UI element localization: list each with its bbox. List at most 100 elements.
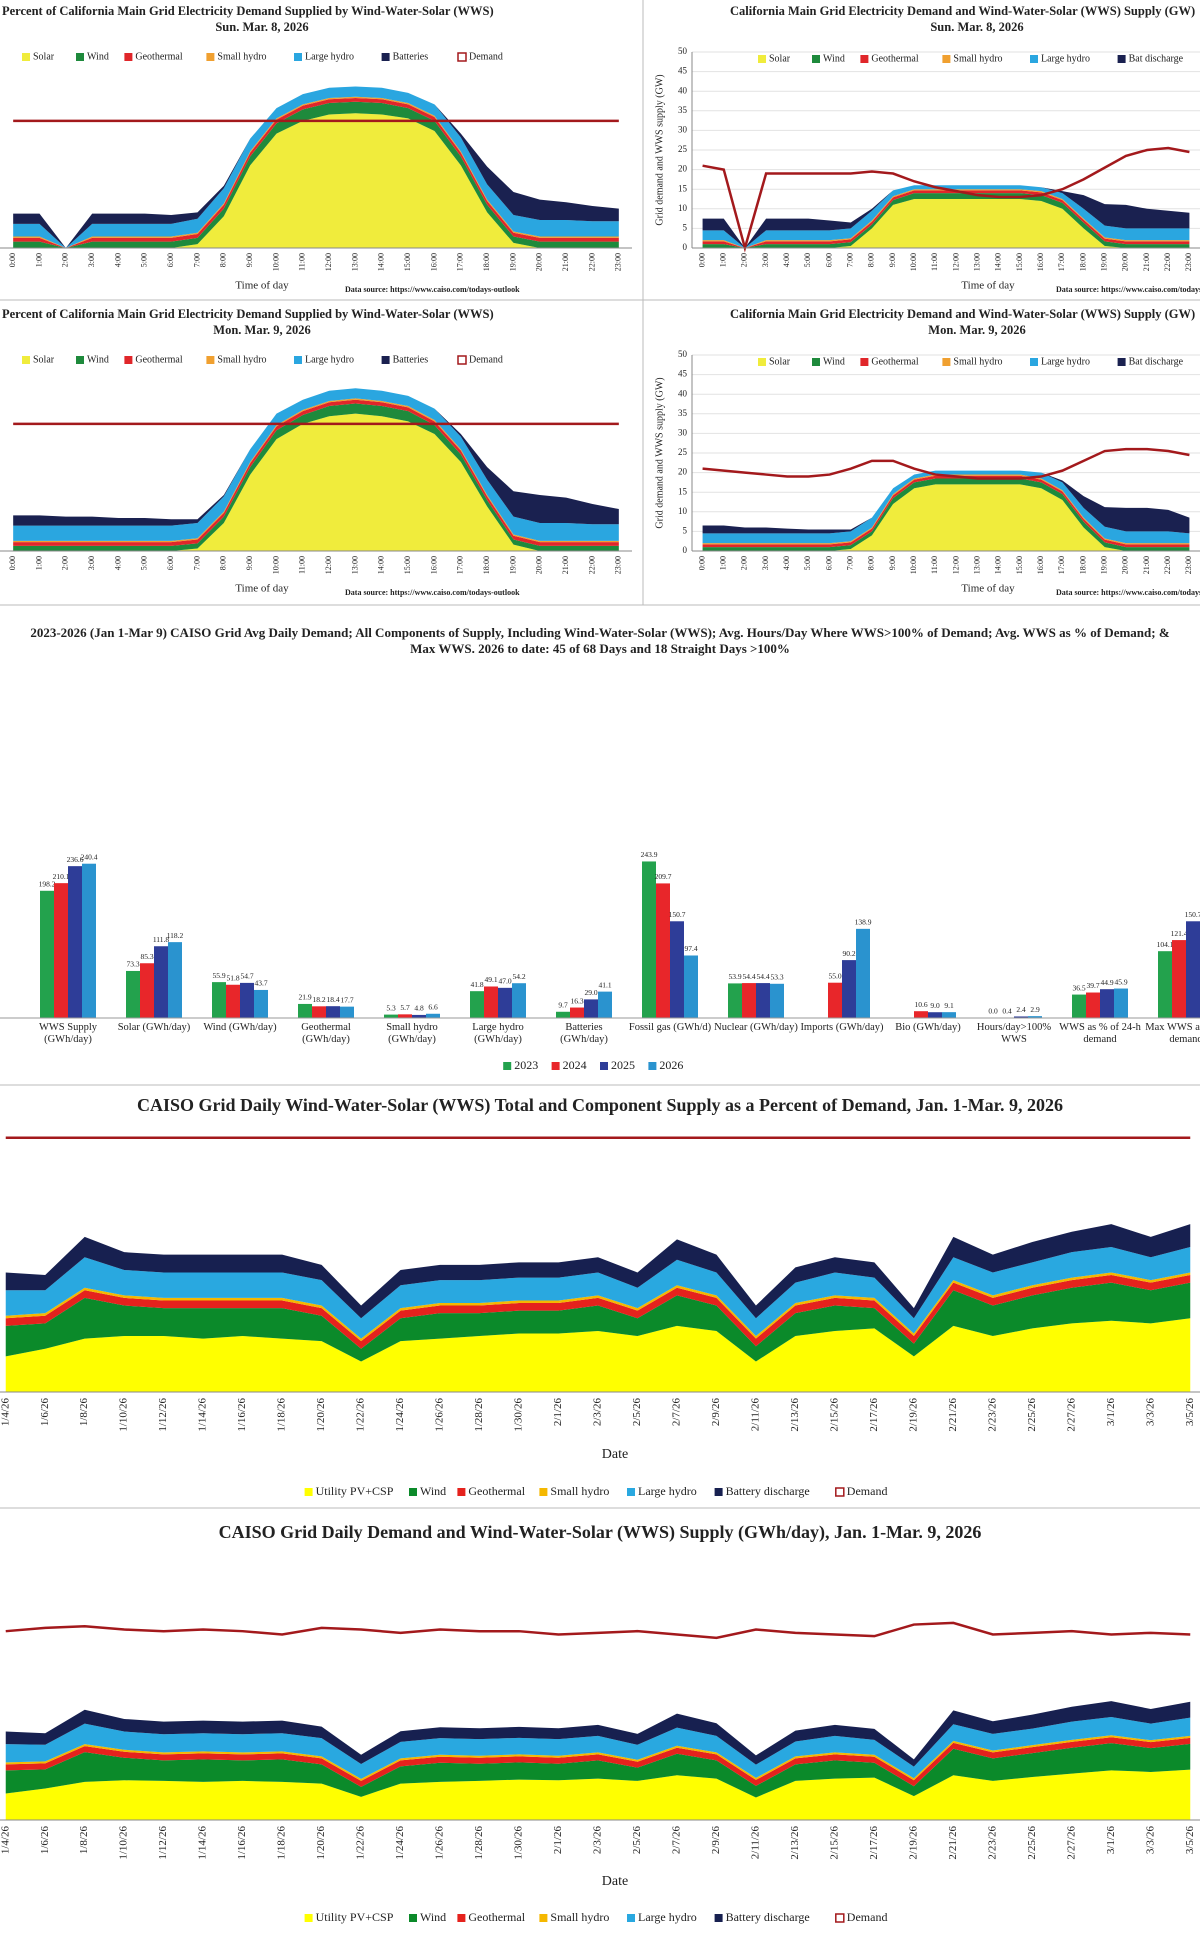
- y-tick-label: 45: [678, 369, 688, 379]
- legend-label: Wind: [823, 356, 845, 367]
- legend-swatch: [835, 1913, 845, 1923]
- legend-swatch: [714, 1488, 723, 1496]
- legend-label: Small hydro: [550, 1484, 609, 1498]
- x-tick-label: 9:00: [245, 253, 254, 267]
- bar: [1086, 992, 1100, 1018]
- y-tick-label: 20: [678, 164, 688, 174]
- bar: [168, 942, 182, 1018]
- x-tick-label: 15:00: [403, 556, 412, 574]
- legend-label: Large hydro: [1041, 356, 1090, 367]
- legend-label: Geothermal: [871, 356, 918, 367]
- legend-label: Demand: [469, 354, 503, 365]
- x-tick-label: 8:00: [867, 556, 876, 570]
- legend-swatch: [860, 55, 869, 63]
- legend-label: Demand: [469, 51, 503, 62]
- value-label: 41.1: [598, 980, 611, 989]
- area: [5, 1769, 1191, 1820]
- x-axis-label: Time of day: [235, 280, 289, 292]
- demand-line: [702, 146, 1190, 253]
- value-label: 97.4: [684, 944, 697, 953]
- bar: [54, 883, 68, 1018]
- x-tick-label: Bio (GWh/day): [895, 1022, 961, 1033]
- area: [5, 1737, 1191, 1787]
- legend-swatch: [294, 53, 302, 61]
- x-tick-label: 10:00: [271, 556, 280, 574]
- x-tick-label: 1/6/26: [39, 1398, 51, 1427]
- y-tick-label: 30: [678, 427, 688, 437]
- legend-swatch: [758, 358, 766, 366]
- bar: [742, 983, 756, 1018]
- legend-label: Bat discharge: [1129, 53, 1184, 64]
- x-axis-label: Date: [602, 1874, 628, 1889]
- x-tick-label: 7:00: [192, 556, 201, 570]
- legend-label: Large hydro: [638, 1484, 697, 1498]
- chart-title: CAISO Grid Daily Wind-Water-Solar (WWS) …: [137, 1095, 1063, 1116]
- x-tick-label: Solar (GWh/day): [117, 1022, 191, 1033]
- x-tick-label: 4:00: [113, 556, 122, 570]
- x-tick-label: 1/8/26: [78, 1826, 90, 1855]
- bar: [154, 946, 168, 1018]
- legend-swatch: [124, 356, 133, 364]
- legend-label: Geothermal: [135, 51, 182, 62]
- x-tick-label: 16:00: [429, 253, 438, 271]
- value-label: 210.1: [53, 872, 70, 881]
- legend-label: Wind: [420, 1484, 446, 1498]
- legend-swatch: [812, 358, 820, 366]
- x-tick-label: 1/16/26: [236, 1398, 248, 1432]
- area: [5, 1743, 1191, 1798]
- bar: [326, 1006, 340, 1018]
- x-tick-label: 1/8/26: [78, 1398, 90, 1427]
- value-label: 150.7: [1185, 910, 1200, 919]
- legend-swatch: [1030, 55, 1038, 63]
- value-label: 9.1: [944, 1001, 954, 1010]
- x-tick-label: 2/23/26: [986, 1826, 998, 1860]
- value-label: 10.6: [914, 1000, 927, 1009]
- x-tick-label: 2/21/26: [947, 1398, 959, 1432]
- x-tick-label: 21:00: [1142, 556, 1151, 574]
- legend-label: Wind: [420, 1910, 446, 1924]
- x-tick-label: Max WWS as % of demand: [1145, 1022, 1200, 1045]
- x-tick-label: 15:00: [1015, 556, 1024, 574]
- x-tick-label: 2/19/26: [907, 1826, 919, 1860]
- x-tick-label: 20:00: [535, 253, 544, 271]
- area: [5, 1701, 1191, 1767]
- x-tick-label: Large hydro (GWh/day): [472, 1022, 524, 1045]
- y-tick-label: 30: [678, 124, 688, 134]
- y-tick-label: 35: [678, 105, 688, 115]
- area: [702, 484, 1190, 551]
- legend-swatch: [551, 1062, 560, 1070]
- x-tick-label: 2/13/26: [789, 1398, 801, 1432]
- legend-swatch: [1030, 358, 1038, 366]
- legend-label: 2024: [563, 1058, 587, 1072]
- y-tick-label: 35: [678, 408, 688, 418]
- x-tick-label: 17:00: [456, 253, 465, 271]
- x-tick-label: 2/1/26: [552, 1826, 564, 1855]
- x-tick-label: Fossil gas (GWh/d): [628, 1022, 712, 1033]
- x-axis-label: Time of day: [235, 583, 289, 595]
- value-label: 45.9: [1114, 977, 1127, 986]
- legend-label: Small hydro: [217, 354, 266, 365]
- x-tick-label: 8:00: [867, 253, 876, 267]
- legend-swatch: [942, 55, 951, 63]
- x-tick-label: 2/15/26: [828, 1826, 840, 1860]
- value-label: 236.6: [67, 855, 84, 864]
- x-tick-label: 2/9/26: [710, 1398, 722, 1427]
- y-tick-label: 10: [678, 506, 688, 516]
- x-tick-label: 2/11/26: [749, 1398, 761, 1432]
- chart-subtitle: Mon. Mar. 9, 2026: [213, 323, 310, 337]
- bar: [226, 984, 240, 1018]
- x-tick-label: 19:00: [1100, 556, 1109, 574]
- x-tick-label: 5:00: [140, 253, 149, 267]
- x-tick-label: 1:00: [719, 556, 728, 570]
- x-tick-label: 2:00: [61, 253, 70, 267]
- x-tick-label: 11:00: [298, 556, 307, 574]
- x-tick-label: 12:00: [324, 556, 333, 574]
- x-tick-label: 1/6/26: [39, 1826, 51, 1855]
- legend-swatch: [457, 355, 467, 365]
- chart-title: Percent of California Main Grid Electric…: [2, 307, 494, 321]
- area: [702, 185, 1190, 248]
- legend-swatch: [409, 1488, 417, 1496]
- value-label: 0.4: [1002, 1006, 1012, 1015]
- bar: [126, 970, 140, 1018]
- value-label: 54.7: [240, 972, 253, 981]
